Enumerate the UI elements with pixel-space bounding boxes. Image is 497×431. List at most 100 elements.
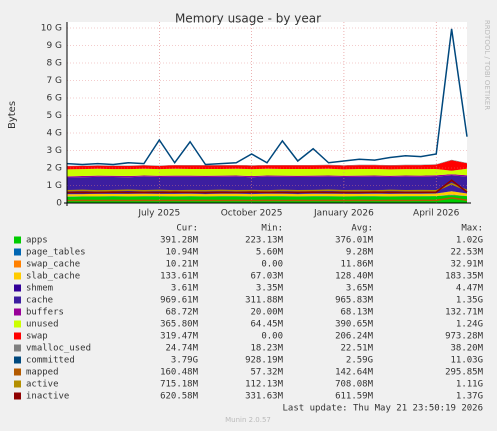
legend-header: Cur: bbox=[176, 224, 198, 234]
legend-stat: 928.19M bbox=[245, 356, 284, 366]
y-tick-label: 2 G bbox=[46, 164, 62, 174]
legend-swatch bbox=[14, 392, 21, 400]
legend-stat: 2.59G bbox=[346, 356, 373, 366]
y-tick-label: 0 bbox=[56, 199, 62, 209]
x-tick-label: April 2026 bbox=[413, 209, 460, 219]
legend-stat: 68.72M bbox=[165, 308, 198, 318]
legend-stat: 11.03G bbox=[450, 356, 483, 366]
legend-swatch bbox=[14, 332, 21, 340]
legend-swatch bbox=[14, 236, 21, 244]
y-tick-label: 1 G bbox=[46, 181, 62, 191]
legend-header: Max: bbox=[461, 224, 483, 234]
legend-stat: 24.74M bbox=[165, 344, 198, 354]
legend-stat: 64.45M bbox=[250, 320, 283, 330]
legend-label: cache bbox=[26, 296, 53, 306]
y-tick-label: 6 G bbox=[46, 94, 62, 104]
legend-swatch bbox=[14, 296, 21, 304]
legend-stat: 223.13M bbox=[245, 236, 284, 246]
legend-stat: 18.23M bbox=[250, 344, 283, 354]
area bbox=[67, 191, 467, 197]
legend-stat: 365.80M bbox=[160, 320, 199, 330]
line bbox=[66, 179, 468, 194]
legend-stat: 0.00 bbox=[261, 332, 283, 342]
legend-stat: 11.86M bbox=[340, 260, 373, 270]
x-tick-label: January 2026 bbox=[313, 209, 374, 219]
line bbox=[66, 182, 468, 192]
legend-stat: 715.18M bbox=[160, 380, 199, 390]
legend-stat: 112.13M bbox=[245, 380, 284, 390]
legend-stat: 973.28M bbox=[445, 332, 484, 342]
legend-label: unused bbox=[26, 320, 59, 330]
legend-stat: 390.65M bbox=[335, 320, 374, 330]
legend-stat: 969.61M bbox=[160, 296, 199, 306]
legend-label: apps bbox=[26, 236, 48, 246]
legend-label: swap_cache bbox=[26, 260, 80, 270]
legend-label: inactive bbox=[26, 392, 69, 402]
legend-stat: 1.24G bbox=[456, 320, 483, 330]
legend-stat: 206.24M bbox=[335, 332, 374, 342]
legend-stat: 133.61M bbox=[160, 272, 199, 282]
area bbox=[67, 175, 467, 195]
y-tick-label: 3 G bbox=[46, 146, 62, 156]
legend-swatch bbox=[14, 260, 21, 268]
legend-stat: 295.85M bbox=[445, 368, 484, 378]
legend-label: committed bbox=[26, 356, 75, 366]
legend-stat: 1.11G bbox=[456, 380, 483, 390]
x-tick-label: October 2025 bbox=[221, 209, 283, 219]
legend-stat: 620.58M bbox=[160, 392, 199, 402]
y-axis-label: Bytes bbox=[7, 101, 18, 129]
y-tick-label: 9 G bbox=[46, 41, 62, 51]
legend-swatch bbox=[14, 284, 21, 292]
legend-swatch bbox=[14, 320, 21, 328]
legend-stat: 965.83M bbox=[335, 296, 374, 306]
legend-stat: 32.91M bbox=[450, 260, 483, 270]
legend-stat: 67.03M bbox=[250, 272, 283, 282]
legend-stat: 391.28M bbox=[160, 236, 199, 246]
legend-stat: 3.35M bbox=[256, 284, 284, 294]
chart-title: Memory usage - by year bbox=[175, 12, 321, 26]
side-note: RRDTOOL / TOBI OETIKER bbox=[483, 20, 491, 110]
legend-header: Min: bbox=[261, 224, 283, 234]
legend-stat: 57.32M bbox=[250, 368, 283, 378]
legend-stat: 22.53M bbox=[450, 248, 483, 258]
legend-stat: 10.21M bbox=[165, 260, 198, 270]
area bbox=[67, 194, 467, 197]
legend-stat: 1.02G bbox=[456, 236, 483, 246]
legend-stat: 9.28M bbox=[346, 248, 374, 258]
legend-stat: 708.08M bbox=[335, 380, 374, 390]
y-tick-label: 5 G bbox=[46, 111, 62, 121]
area bbox=[67, 174, 467, 178]
y-tick-label: 10 G bbox=[41, 24, 62, 34]
legend-stat: 183.35M bbox=[445, 272, 484, 282]
legend-stat: 160.48M bbox=[160, 368, 199, 378]
legend-stat: 128.40M bbox=[335, 272, 374, 282]
legend-stat: 319.47M bbox=[160, 332, 199, 342]
legend-stat: 331.63M bbox=[245, 392, 284, 402]
x-tick-label: July 2025 bbox=[137, 209, 180, 219]
legend-stat: 132.71M bbox=[445, 308, 484, 318]
area bbox=[67, 194, 467, 197]
legend-swatch bbox=[14, 380, 21, 388]
legend-swatch bbox=[14, 356, 21, 364]
area bbox=[67, 168, 467, 177]
legend-label: buffers bbox=[26, 308, 64, 318]
legend-stat: 38.20M bbox=[450, 344, 483, 354]
legend-swatch bbox=[14, 308, 21, 316]
legend-stat: 3.65M bbox=[346, 284, 374, 294]
legend-stat: 5.60M bbox=[256, 248, 284, 258]
legend-header: Avg: bbox=[351, 224, 373, 234]
legend-stat: 142.64M bbox=[335, 368, 374, 378]
legend-stat: 3.79G bbox=[171, 356, 198, 366]
legend-swatch bbox=[14, 344, 21, 352]
legend-stat: 3.61M bbox=[171, 284, 199, 294]
legend-stat: 4.47M bbox=[456, 284, 484, 294]
legend-stat: 376.01M bbox=[335, 236, 374, 246]
legend-label: swap bbox=[26, 332, 48, 342]
line bbox=[66, 197, 468, 202]
legend-stat: 1.37G bbox=[456, 392, 483, 402]
legend-label: mapped bbox=[26, 368, 59, 378]
legend-label: vmalloc_used bbox=[26, 344, 91, 354]
legend-swatch bbox=[14, 272, 21, 280]
legend-stat: 10.94M bbox=[165, 248, 198, 258]
